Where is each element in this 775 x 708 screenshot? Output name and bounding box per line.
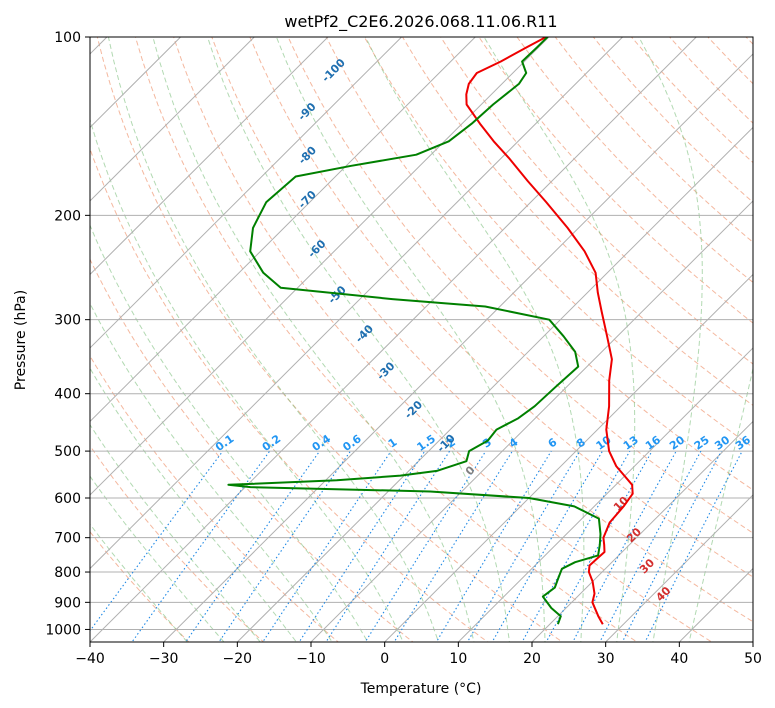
- mixing-ratio-line: [325, 450, 451, 642]
- isotherm-line: [457, 347, 753, 642]
- mixing-ratio-line: [599, 450, 702, 642]
- isotherm-line: [90, 37, 329, 276]
- y-tick-label: 700: [54, 531, 81, 547]
- mixing-ratio-line: [262, 450, 392, 642]
- mixing-ratio-line: [364, 450, 487, 642]
- dry-adiabat: [758, 10, 775, 654]
- plot-background: [90, 37, 753, 642]
- moist-adiabat: [638, 37, 703, 642]
- chart-title: wetPf2_C2E6.2026.068.11.06.R11: [284, 12, 557, 32]
- x-tick-label: 30: [597, 651, 615, 667]
- dry-adiabats: [90, 10, 775, 654]
- mixing-ratio-line: [521, 450, 631, 642]
- isotherm-line: [752, 641, 753, 642]
- moist-adiabat: [107, 37, 440, 642]
- x-tick-label: 0: [380, 651, 389, 667]
- mixing-ratio-line: [435, 450, 552, 642]
- dry-adiabat: [90, 530, 190, 642]
- isotherm-line: [163, 53, 753, 642]
- dewpoint-profile-line: [227, 37, 602, 625]
- y-tick-label: 800: [54, 565, 81, 581]
- isotherm-line: [90, 37, 697, 642]
- isotherm-line: [90, 37, 623, 570]
- y-tick-label: 500: [54, 444, 81, 460]
- dry-adiabat: [363, 37, 753, 448]
- mixing-ratio-line: [572, 450, 677, 642]
- isotherm-line: [531, 420, 753, 642]
- dry-adiabat: [211, 37, 753, 623]
- x-tick-label: 20: [523, 651, 541, 667]
- x-tick-label: −30: [149, 651, 179, 667]
- mixing-ratio-line: [218, 450, 351, 642]
- y-tick-label: 400: [54, 387, 81, 403]
- y-tick-label: 300: [54, 313, 81, 329]
- isotherm-line: [90, 37, 476, 423]
- y-tick-label: 600: [54, 491, 81, 507]
- mixing-ratio-line: [298, 450, 426, 642]
- mixing-ratio-line: [131, 450, 271, 642]
- mixing-ratio-line: [393, 450, 513, 642]
- mixing-ratio-line: [466, 450, 581, 642]
- x-axis-label: Temperature (°C): [360, 681, 482, 697]
- data-series: [227, 37, 634, 625]
- mixing-ratio-lines: [90, 450, 743, 642]
- y-tick-label: 200: [54, 208, 81, 224]
- dry-adiabat: [478, 37, 753, 324]
- isotherm-line: [236, 126, 753, 642]
- x-tick-label: −40: [75, 651, 105, 667]
- dry-adiabat: [249, 37, 753, 578]
- x-tick-label: −20: [223, 651, 253, 667]
- plot-frame: [89, 36, 754, 643]
- moist-adiabat: [90, 117, 404, 642]
- y-axis: 1000 900 800 700 600 500 400 300 200 100: [45, 30, 90, 638]
- dry-adiabat: [516, 37, 753, 284]
- y-tick-label: 900: [54, 595, 81, 611]
- temperature-profile-line: [465, 37, 634, 625]
- isotherm-line: [384, 273, 753, 642]
- mixing-ratio-line: [491, 450, 603, 642]
- dry-adiabat: [90, 147, 489, 642]
- dry-adiabat: [90, 258, 414, 642]
- moist-adiabat: [152, 37, 475, 642]
- y-tick-label: 100: [54, 30, 81, 46]
- isotherm-line: [605, 494, 753, 642]
- x-tick-label: −10: [296, 651, 326, 667]
- x-tick-label: 10: [449, 651, 467, 667]
- moist-adiabat: [275, 37, 546, 642]
- isotherm-line: [90, 37, 255, 202]
- moist-adiabat: [90, 523, 188, 642]
- y-tick-label: 1000: [45, 622, 81, 638]
- dry-adiabat: [96, 37, 564, 642]
- dry-adiabat: [90, 355, 339, 642]
- x-tick-label: 40: [670, 651, 688, 667]
- isotherm-line: [90, 37, 550, 496]
- dry-adiabat: [134, 37, 638, 642]
- dry-adiabat: [90, 445, 265, 642]
- isotherm-line: [310, 200, 753, 642]
- x-axis: −40 −30 −20 −10 0 10 20 30 40 50: [75, 642, 762, 667]
- mixing-ratio-line: [545, 450, 653, 642]
- grid-lines: [90, 37, 753, 642]
- x-tick-label: 50: [744, 651, 762, 667]
- y-axis-label: Pressure (hPa): [13, 290, 29, 390]
- moist-adiabat: [90, 223, 369, 642]
- isotherm-line: [90, 37, 402, 349]
